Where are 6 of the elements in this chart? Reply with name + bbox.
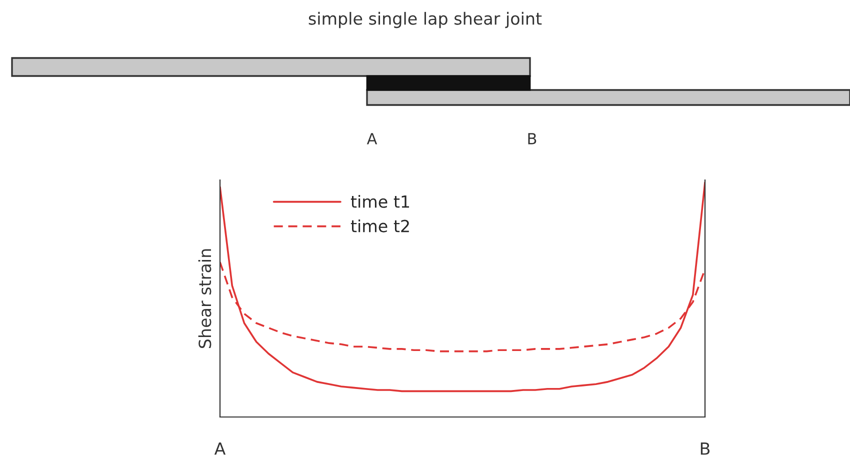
- y-axis-title: Shear strain: [198, 249, 212, 348]
- text: B: [528, 133, 536, 144]
- legend-label: time t2: [350, 219, 409, 232]
- chart-title: simple single lap shear joint: [308, 12, 542, 28]
- text: A: [366, 133, 378, 144]
- legend-label: time t1: [350, 195, 410, 208]
